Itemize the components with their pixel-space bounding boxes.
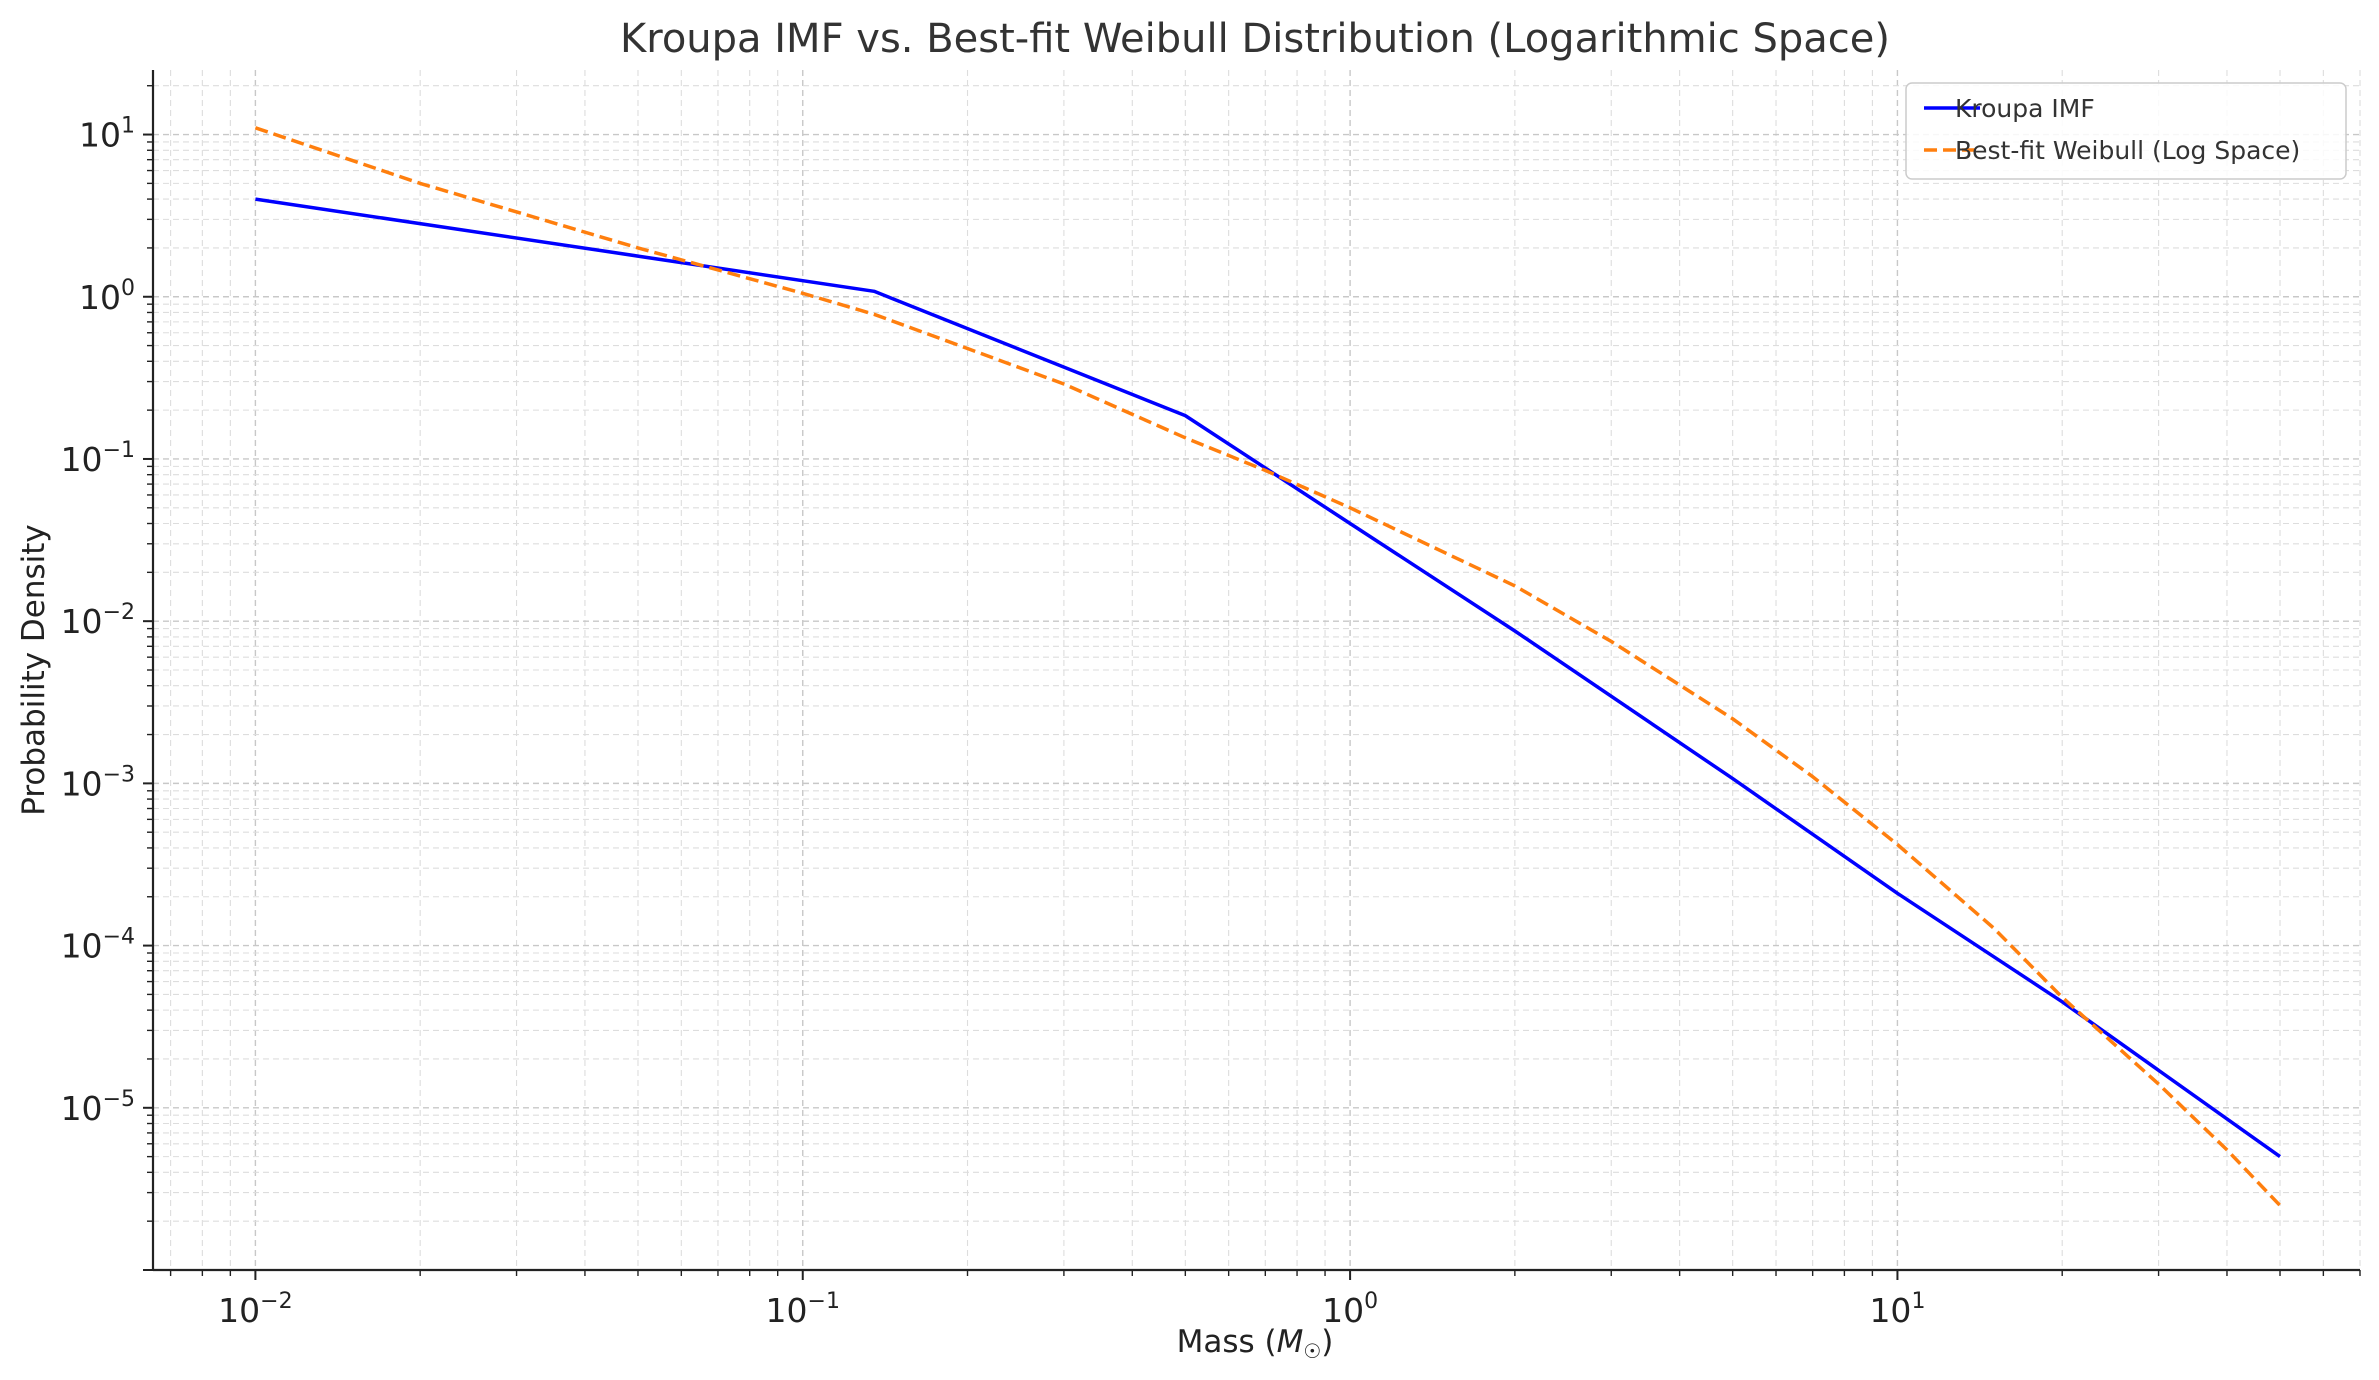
y-tick-label: 10−5 xyxy=(61,1087,135,1128)
y-axis-label: Probability Density xyxy=(16,524,52,816)
y-tick-label: 10−3 xyxy=(61,762,135,803)
series-line-kroupa-imf xyxy=(255,197,2282,1159)
series xyxy=(254,126,2282,1207)
y-tick-label: 10−4 xyxy=(61,925,135,966)
legend-label-kroupa: Kroupa IMF xyxy=(1955,94,2095,123)
y-tick-label: 10−2 xyxy=(61,600,135,641)
x-tick-label: 100 xyxy=(1322,1289,1378,1330)
y-tick-label: 10−1 xyxy=(61,438,135,479)
y-tick-label: 100 xyxy=(79,276,135,317)
legend-label-weibull: Best-fit Weibull (Log Space) xyxy=(1955,136,2300,165)
x-axis-label: Mass (M☉) xyxy=(1177,1324,1334,1363)
legend-box xyxy=(1905,82,2347,180)
x-tick-label: 10−1 xyxy=(766,1289,840,1330)
chart-title: Kroupa IMF vs. Best-fit Weibull Distribu… xyxy=(620,16,1890,62)
legend: Kroupa IMF Best-fit Weibull (Log Space) xyxy=(1905,82,2347,180)
x-tick-label: 101 xyxy=(1869,1289,1925,1330)
x-tick-label: 10−2 xyxy=(218,1289,292,1330)
ticks: 10−2 10−1 100 101 101 100 10−1 10−2 10−3 10−4 10−5 xyxy=(61,85,2361,1330)
grid xyxy=(153,70,2361,1271)
y-tick-label: 101 xyxy=(79,114,135,155)
